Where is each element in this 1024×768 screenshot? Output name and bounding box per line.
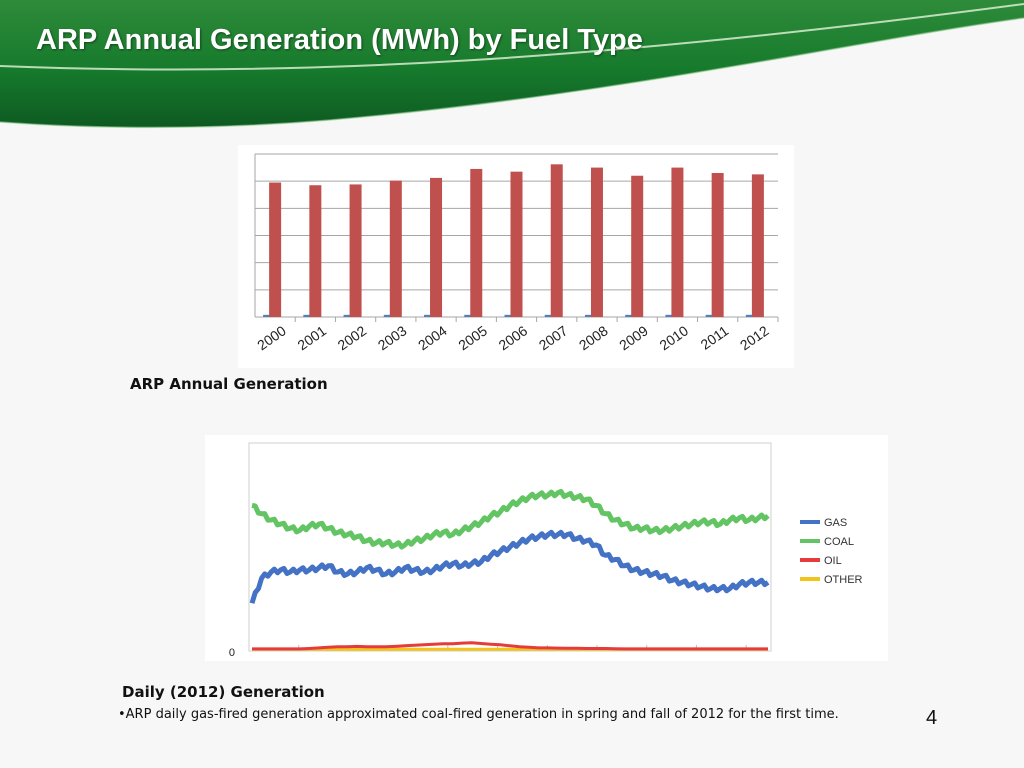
x-tick-label: 2003 (375, 322, 410, 353)
bar-minor (424, 314, 436, 317)
plot-frame (248, 442, 772, 652)
bar-main (269, 182, 282, 317)
x-tick-label: 2008 (576, 322, 611, 353)
y-tick-label: 0 (229, 647, 235, 659)
x-tick-label: 2001 (294, 322, 329, 353)
bar-main (631, 175, 644, 317)
bar-main (751, 174, 764, 317)
bar-main (470, 168, 483, 317)
legend-label-coal: COAL (824, 536, 854, 548)
x-tick-label: 2011 (698, 322, 732, 352)
bar-main (510, 171, 523, 317)
bar-minor (584, 314, 596, 317)
bar-minor (665, 314, 677, 317)
slide-title: ARP Annual Generation (MWh) by Fuel Type (36, 24, 643, 56)
x-tick-label: 2006 (496, 322, 531, 353)
annual-chart-caption: ARP Annual Generation (130, 375, 328, 393)
bar-minor (383, 314, 395, 317)
daily-generation-chart: 0 GAS COAL OIL OTHER (205, 435, 888, 661)
title-banner (0, 0, 1024, 129)
bar-main (430, 177, 443, 317)
bullet-text: •ARP daily gas-fired generation approxim… (118, 707, 839, 722)
bar-main (671, 167, 684, 317)
x-tick-label: 2009 (616, 322, 651, 353)
legend-label-gas: GAS (824, 517, 847, 529)
annual-generation-chart: 2000 2001 2002 2003 2004 2005 2006 2007 2008 2009… (238, 145, 794, 368)
legend-label-oil: OIL (824, 555, 842, 567)
x-tick-label: 2005 (455, 322, 490, 353)
bar-main (349, 184, 362, 317)
bar-minor (504, 314, 516, 317)
series-line-coal (251, 488, 770, 550)
bar-minor (303, 314, 315, 317)
bar-main (309, 185, 322, 317)
bar-main (389, 180, 402, 317)
bar-main (550, 164, 563, 317)
x-tick-label: 2007 (536, 322, 571, 353)
bar-minor (705, 314, 717, 317)
x-tick-label: 2010 (656, 322, 691, 353)
page-number: 4 (926, 707, 938, 729)
bar-main (711, 173, 724, 317)
x-tick-label: 2004 (415, 322, 450, 353)
bar-main (590, 167, 603, 317)
x-tick-label: 2002 (335, 322, 370, 353)
bar-minor (464, 314, 476, 317)
bar-minor (263, 314, 275, 317)
x-tick-label: 2000 (254, 322, 289, 353)
legend-label-other: OTHER (824, 574, 863, 586)
bar-minor (343, 314, 355, 317)
bar-minor (625, 314, 637, 317)
x-tick-label: 2012 (737, 322, 772, 353)
series-line-gas (249, 529, 770, 604)
daily-chart-caption: Daily (2012) Generation (122, 683, 325, 701)
series-line-oil (252, 641, 768, 651)
bar-minor (544, 314, 556, 317)
bar-minor (745, 314, 757, 317)
